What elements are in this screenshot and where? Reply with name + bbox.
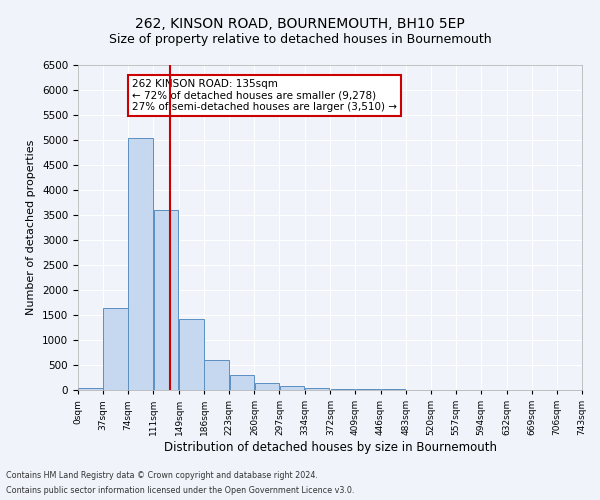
Text: Contains HM Land Registry data © Crown copyright and database right 2024.: Contains HM Land Registry data © Crown c…: [6, 471, 318, 480]
Y-axis label: Number of detached properties: Number of detached properties: [26, 140, 37, 315]
Bar: [230, 375, 254, 390]
Bar: [254, 383, 279, 390]
Bar: [280, 386, 304, 390]
Bar: [78, 388, 103, 390]
Text: 262, KINSON ROAD, BOURNEMOUTH, BH10 5EP: 262, KINSON ROAD, BOURNEMOUTH, BH10 5EP: [135, 18, 465, 32]
Bar: [154, 210, 178, 390]
Bar: [331, 388, 355, 390]
Bar: [381, 389, 406, 390]
X-axis label: Distribution of detached houses by size in Bournemouth: Distribution of detached houses by size …: [163, 441, 497, 454]
Bar: [356, 389, 380, 390]
Text: 262 KINSON ROAD: 135sqm
← 72% of detached houses are smaller (9,278)
27% of semi: 262 KINSON ROAD: 135sqm ← 72% of detache…: [132, 79, 397, 112]
Bar: [128, 138, 153, 390]
Text: Contains public sector information licensed under the Open Government Licence v3: Contains public sector information licen…: [6, 486, 355, 495]
Text: Size of property relative to detached houses in Bournemouth: Size of property relative to detached ho…: [109, 32, 491, 46]
Bar: [305, 388, 329, 390]
Bar: [103, 308, 128, 390]
Bar: [205, 360, 229, 390]
Bar: [179, 319, 204, 390]
